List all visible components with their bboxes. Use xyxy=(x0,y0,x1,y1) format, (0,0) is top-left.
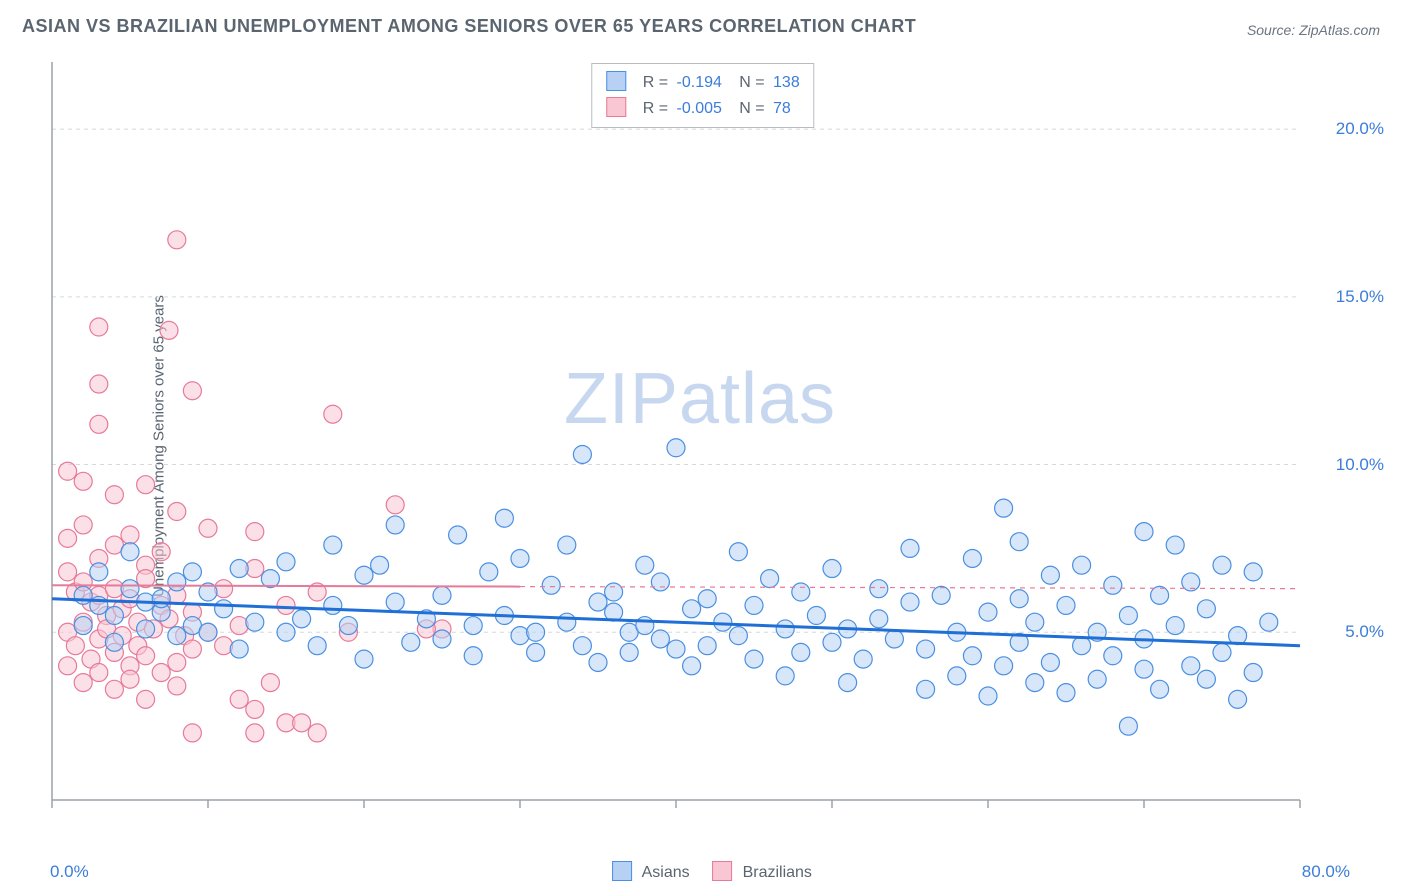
swatch-icon xyxy=(712,861,732,881)
source-attribution: Source: ZipAtlas.com xyxy=(1247,22,1380,38)
chart-svg xyxy=(50,60,1350,830)
correlation-stats-box: R = -0.194 N = 138 R = -0.005 N = 78 xyxy=(591,63,814,128)
legend-label: Brazilians xyxy=(743,864,812,881)
swatch-icon xyxy=(606,97,626,117)
swatch-icon xyxy=(612,861,632,881)
y-tick-label: 5.0% xyxy=(1345,622,1384,642)
x-axis-max-label: 80.0% xyxy=(1302,862,1350,882)
swatch-icon xyxy=(606,71,626,91)
legend-label: Asians xyxy=(642,864,690,881)
chart-title: ASIAN VS BRAZILIAN UNEMPLOYMENT AMONG SE… xyxy=(22,16,916,37)
stats-row-brazilians: R = -0.005 N = 78 xyxy=(606,96,799,122)
y-tick-label: 20.0% xyxy=(1336,119,1384,139)
x-axis-min-label: 0.0% xyxy=(50,862,89,882)
y-tick-label: 10.0% xyxy=(1336,455,1384,475)
scatter-chart: ZIPatlas xyxy=(50,60,1350,830)
y-tick-label: 15.0% xyxy=(1336,287,1384,307)
stats-row-asians: R = -0.194 N = 138 xyxy=(606,70,799,96)
legend: Asians Brazilians xyxy=(594,861,812,882)
